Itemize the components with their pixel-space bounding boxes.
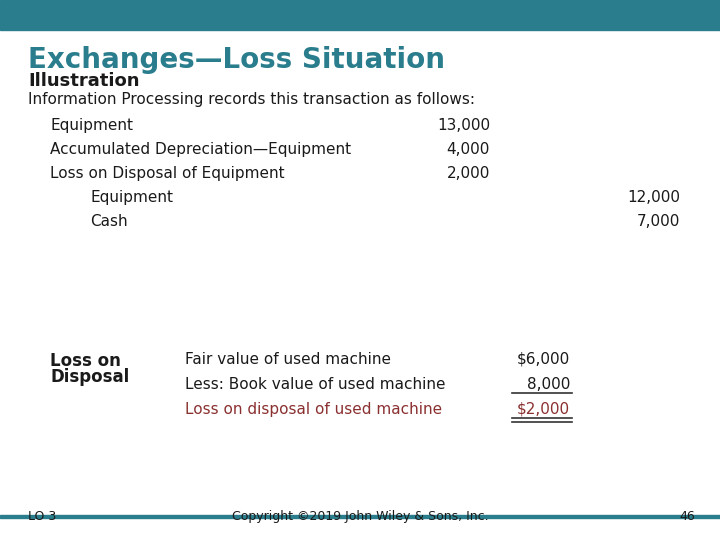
Text: Information Processing records this transaction as follows:: Information Processing records this tran… bbox=[28, 92, 475, 107]
Text: 8,000: 8,000 bbox=[526, 377, 570, 392]
Text: Exchanges—Loss Situation: Exchanges—Loss Situation bbox=[28, 46, 445, 74]
Text: 4,000: 4,000 bbox=[446, 142, 490, 157]
Bar bbox=[0, 0, 720, 30]
Text: Copyright ©2019 John Wiley & Sons, Inc.: Copyright ©2019 John Wiley & Sons, Inc. bbox=[232, 510, 488, 523]
Text: Fair value of used machine: Fair value of used machine bbox=[185, 352, 391, 367]
Text: Loss on: Loss on bbox=[50, 352, 121, 370]
Text: Equipment: Equipment bbox=[90, 190, 173, 205]
Bar bbox=[0, 515, 720, 518]
Text: Loss on disposal of used machine: Loss on disposal of used machine bbox=[185, 402, 442, 417]
Text: Loss on Disposal of Equipment: Loss on Disposal of Equipment bbox=[50, 166, 284, 181]
Text: $6,000: $6,000 bbox=[517, 352, 570, 367]
Text: Equipment: Equipment bbox=[50, 118, 133, 133]
Text: 13,000: 13,000 bbox=[437, 118, 490, 133]
Text: Disposal: Disposal bbox=[50, 368, 130, 386]
Text: 46: 46 bbox=[679, 510, 695, 523]
Text: $2,000: $2,000 bbox=[517, 402, 570, 417]
Text: Less: Book value of used machine: Less: Book value of used machine bbox=[185, 377, 446, 392]
Text: 2,000: 2,000 bbox=[446, 166, 490, 181]
Text: LO 3: LO 3 bbox=[28, 510, 56, 523]
Text: 7,000: 7,000 bbox=[636, 214, 680, 229]
Text: 12,000: 12,000 bbox=[627, 190, 680, 205]
Text: Cash: Cash bbox=[90, 214, 127, 229]
Text: Illustration: Illustration bbox=[28, 72, 140, 90]
Text: Accumulated Depreciation—Equipment: Accumulated Depreciation—Equipment bbox=[50, 142, 351, 157]
